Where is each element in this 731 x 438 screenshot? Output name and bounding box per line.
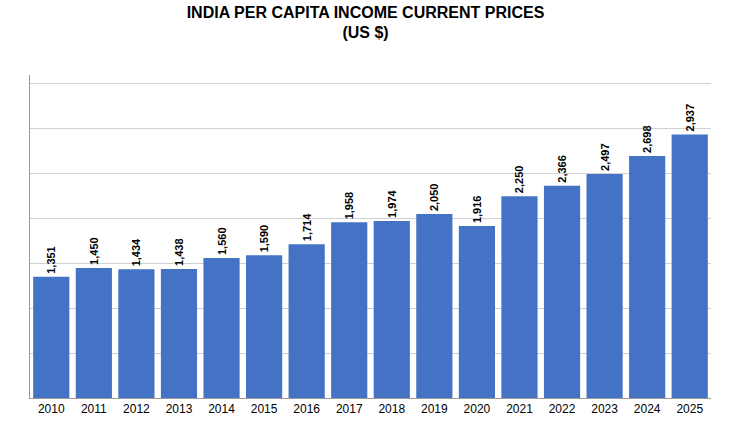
svg-text:2020: 2020 xyxy=(464,402,491,416)
svg-text:2,497: 2,497 xyxy=(599,143,611,171)
svg-text:1,438: 1,438 xyxy=(173,238,185,266)
svg-text:2,250: 2,250 xyxy=(513,166,525,194)
svg-text:1,974: 1,974 xyxy=(386,189,398,217)
svg-text:1,351: 1,351 xyxy=(45,246,57,274)
svg-text:2,366: 2,366 xyxy=(556,155,568,183)
svg-text:2025: 2025 xyxy=(676,402,703,416)
svg-text:1,560: 1,560 xyxy=(216,227,228,255)
svg-text:1,958: 1,958 xyxy=(343,192,355,220)
svg-text:2016: 2016 xyxy=(293,402,320,416)
svg-text:2017: 2017 xyxy=(336,402,363,416)
svg-text:2014: 2014 xyxy=(208,402,235,416)
svg-text:2,937: 2,937 xyxy=(684,104,696,132)
svg-text:2015: 2015 xyxy=(251,402,278,416)
svg-text:1,916: 1,916 xyxy=(471,196,483,224)
svg-text:2019: 2019 xyxy=(421,402,448,416)
svg-text:2,050: 2,050 xyxy=(428,184,440,212)
svg-text:1,590: 1,590 xyxy=(258,225,270,253)
svg-text:2023: 2023 xyxy=(591,402,618,416)
svg-text:2012: 2012 xyxy=(123,402,150,416)
svg-text:1,450: 1,450 xyxy=(88,237,100,265)
svg-text:2011: 2011 xyxy=(81,402,107,416)
svg-text:2018: 2018 xyxy=(378,402,405,416)
svg-text:INDIA PER CAPITA INCOME CURREN: INDIA PER CAPITA INCOME CURRENT PRICES(U… xyxy=(187,4,545,42)
svg-text:2022: 2022 xyxy=(549,402,576,416)
svg-text:2010: 2010 xyxy=(38,402,65,416)
svg-text:2013: 2013 xyxy=(166,402,193,416)
svg-text:1,714: 1,714 xyxy=(301,213,313,241)
svg-text:1,434: 1,434 xyxy=(130,238,142,266)
svg-text:2021: 2021 xyxy=(506,402,533,416)
svg-text:2,698: 2,698 xyxy=(641,125,653,153)
svg-text:2024: 2024 xyxy=(634,402,661,416)
